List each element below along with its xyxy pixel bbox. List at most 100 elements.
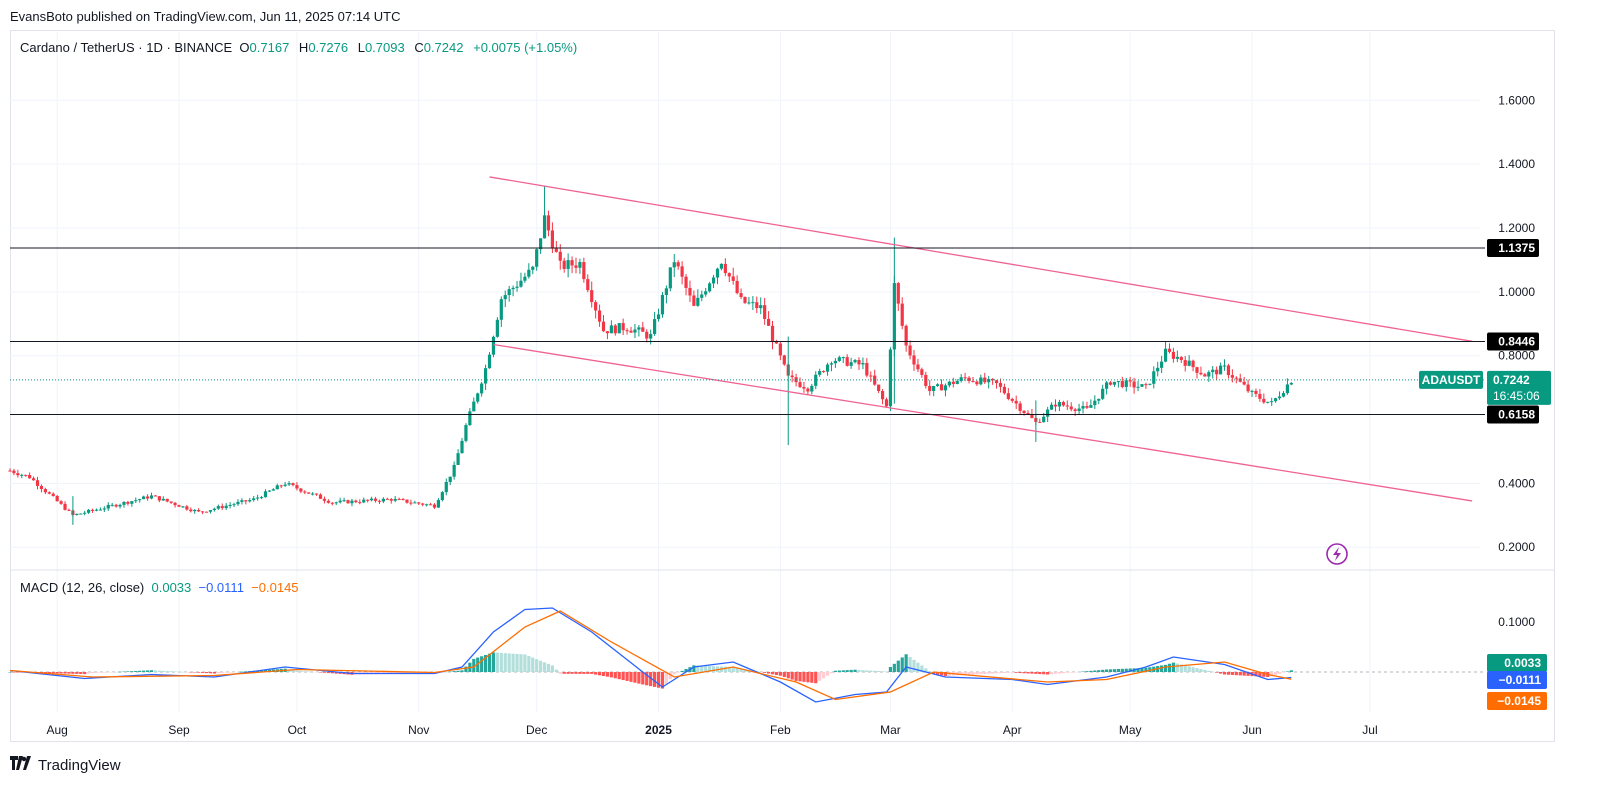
candle-body <box>594 302 598 311</box>
candle-body <box>1148 383 1152 385</box>
candle-body <box>822 371 826 373</box>
candle-body <box>991 378 995 381</box>
candle-body <box>291 483 295 486</box>
candle-body <box>299 488 303 492</box>
macd-hist-bar <box>641 672 645 685</box>
macd-hist-bar <box>711 666 716 672</box>
macd-hist-bar <box>539 660 543 672</box>
macd-hist-bar <box>932 672 936 674</box>
candle-body <box>444 481 448 493</box>
macd-hist-bar <box>1167 663 1172 672</box>
candle-body <box>759 305 763 309</box>
macd-hist-bar <box>546 663 551 672</box>
macd-hist-bar <box>491 652 496 672</box>
candle-body <box>354 500 358 503</box>
macd-hist-bar <box>259 670 264 672</box>
macd-hist-bar <box>535 659 539 672</box>
candle-body <box>1215 369 1219 375</box>
candle-body <box>279 485 283 487</box>
candle-body <box>1171 351 1176 359</box>
macd-hist-bar <box>1081 671 1085 672</box>
low-value: 0.7093 <box>364 40 405 55</box>
candle-body <box>263 491 268 498</box>
candle-body <box>1128 380 1132 382</box>
candle-body <box>326 500 330 503</box>
candle-body <box>967 377 971 381</box>
macd-hist-bar <box>12 672 16 673</box>
macd-hist-bar <box>1073 672 1077 673</box>
candle-body <box>240 500 244 502</box>
macd-hist-bar <box>935 672 940 675</box>
macd-hist-bar <box>138 670 142 672</box>
candle-body <box>236 501 240 505</box>
candle-body <box>138 499 142 501</box>
candle-body <box>47 492 51 494</box>
candle-body <box>1156 367 1160 372</box>
candle-body <box>220 506 224 509</box>
candle-body <box>397 498 401 500</box>
macd-hist-bar <box>318 672 323 673</box>
candle-body <box>232 504 236 506</box>
candle-body <box>1093 400 1097 406</box>
candle-body <box>1144 384 1148 386</box>
footer-brand[interactable]: TradingView <box>10 756 121 774</box>
macd-hist-bar <box>87 672 91 674</box>
macd-hist-bar <box>1120 668 1124 672</box>
candle-body <box>1226 365 1231 376</box>
macd-hist-bar <box>1234 672 1238 676</box>
candle-body <box>507 289 511 296</box>
candle-body <box>295 485 299 489</box>
macd-hist-bar <box>212 672 216 674</box>
macd-hist-bar <box>845 670 849 672</box>
candle-body <box>633 329 637 333</box>
candle-body <box>373 498 378 501</box>
candle-body <box>531 266 535 270</box>
candle-body <box>87 509 91 513</box>
macd-hist-bar <box>1069 672 1073 673</box>
candle-body <box>334 502 338 504</box>
macd-line <box>9 607 1292 703</box>
candle-body <box>267 490 272 492</box>
macd-hist-bar <box>1160 665 1164 672</box>
candle-body <box>1014 400 1018 404</box>
candle-body <box>193 509 197 512</box>
candle-body <box>735 280 739 294</box>
macd-hist-bar <box>8 672 12 673</box>
macd-hist-bar <box>1140 668 1144 672</box>
candle-body <box>523 276 527 281</box>
macd-hist-bar <box>456 670 460 672</box>
candle-body <box>1289 383 1293 385</box>
macd-hist-bar <box>90 672 95 674</box>
candle-body <box>1006 393 1010 399</box>
candle-body <box>173 502 177 506</box>
candle-body <box>998 383 1003 387</box>
macd-hist-bar <box>983 672 987 674</box>
macd-legend[interactable]: MACD (12, 26, close) 0.0033 −0.0111 −0.0… <box>20 580 299 595</box>
macd-hist-bar <box>998 672 1003 674</box>
candle-body <box>916 364 920 370</box>
y-tick-label: 0.2000 <box>1498 540 1535 554</box>
macd-hist-bar <box>601 672 606 676</box>
candle-body <box>527 269 531 277</box>
macd-hist-bar <box>1010 672 1014 673</box>
macd-hist-bar <box>1057 672 1062 674</box>
candle-body <box>1081 406 1085 409</box>
candle-body <box>322 498 327 501</box>
macd-hist-bar <box>727 666 731 672</box>
macd-hist-bar <box>782 672 786 678</box>
macd-hist-bar <box>208 672 213 674</box>
macd-hist-bar <box>676 672 680 673</box>
macd-hist-bar <box>778 672 782 676</box>
candle-body <box>1187 360 1191 366</box>
macd-hist-bar <box>967 672 971 675</box>
macd-hist-bar <box>1191 667 1195 672</box>
candle-body <box>350 500 354 504</box>
candle-body <box>145 496 150 499</box>
candle-body <box>570 260 574 266</box>
candle-body <box>153 495 158 497</box>
candle-body <box>448 476 452 482</box>
macd-hist-bar <box>189 672 193 673</box>
candle-body <box>259 497 264 499</box>
candle-body <box>562 260 566 269</box>
